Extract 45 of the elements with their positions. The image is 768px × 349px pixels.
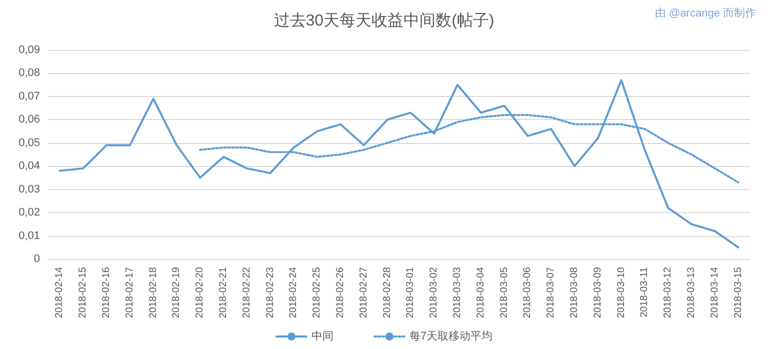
x-tick-label: 2018-02-19 xyxy=(171,266,182,318)
y-tick-label: 0,04 xyxy=(18,160,40,172)
x-tick-label: 2018-02-17 xyxy=(124,266,136,318)
x-tick-label: 2018-02-16 xyxy=(101,266,112,318)
x-tick-label: 2018-02-20 xyxy=(194,266,206,318)
x-tick-label: 2018-03-11 xyxy=(639,266,650,318)
x-tick-label: 2018-03-14 xyxy=(709,266,720,318)
x-tick-label: 2018-03-13 xyxy=(686,266,697,318)
x-tick-label: 2018-02-14 xyxy=(54,266,66,318)
y-tick-label: 0,06 xyxy=(18,114,40,126)
legend-label: 每7天取移动平均 xyxy=(409,330,493,342)
x-tick-label: 2018-03-08 xyxy=(569,266,580,318)
x-tick-label: 2018-02-25 xyxy=(312,266,323,318)
x-tick-label: 2018-03-06 xyxy=(522,266,534,318)
x-tick-label: 2018-02-23 xyxy=(264,266,276,318)
x-tick-label: 2018-02-18 xyxy=(148,266,159,318)
x-tick-label: 2018-02-27 xyxy=(358,266,370,318)
legend-label: 中间 xyxy=(311,330,334,342)
x-tick-label: 2018-03-10 xyxy=(616,266,627,318)
y-tick-label: 0 xyxy=(34,253,40,265)
x-tick-label: 2018-03-09 xyxy=(592,266,604,318)
x-tick-label: 2018-02-24 xyxy=(288,266,300,318)
y-tick-label: 0,09 xyxy=(18,44,40,56)
y-tick-label: 0,02 xyxy=(18,206,40,219)
chart-title: 过去30天每天收益中间数(帖子) xyxy=(274,12,494,30)
x-tick-label: 2018-02-22 xyxy=(241,266,252,318)
x-tick-label: 2018-03-04 xyxy=(475,266,486,318)
x-tick-label: 2018-03-12 xyxy=(662,266,674,318)
x-tick-label: 2018-03-07 xyxy=(546,266,557,318)
text: 由 @arcange 而制作 xyxy=(654,6,756,20)
line-series xyxy=(58,79,740,248)
y-tick-label: 0,03 xyxy=(18,183,40,196)
x-tick-label: 2018-03-02 xyxy=(428,266,440,318)
x-tick-label: 2018-02-21 xyxy=(218,266,229,318)
x-tick-label: 2018-03-03 xyxy=(452,266,463,318)
x-tick-label: 2018-02-28 xyxy=(382,266,393,318)
x-tick-label: 2018-02-15 xyxy=(78,266,89,318)
y-tick-label: 0,08 xyxy=(18,67,40,80)
y-tick-label: 0,01 xyxy=(18,230,40,242)
y-tick-label: 0,05 xyxy=(18,136,40,149)
x-tick-label: 2018-03-15 xyxy=(732,266,744,318)
y-tick-label: 0,07 xyxy=(18,90,40,102)
x-tick-label: 2018-03-01 xyxy=(405,266,416,318)
x-tick-label: 2018-02-26 xyxy=(335,266,346,318)
x-tick-label: 2018-03-05 xyxy=(498,266,510,318)
